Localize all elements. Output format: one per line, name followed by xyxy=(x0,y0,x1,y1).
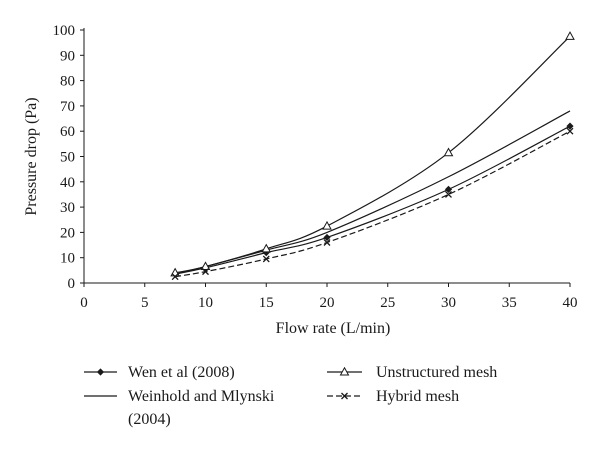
y-tick-label: 60 xyxy=(60,124,75,140)
y-tick-label: 70 xyxy=(60,99,75,115)
x-tick-label: 5 xyxy=(141,295,149,311)
data-point-hybrid-mesh xyxy=(171,273,179,281)
legend-label-unstructured-mesh: Unstructured mesh xyxy=(376,364,497,381)
y-tick-label: 80 xyxy=(60,74,75,90)
x-marker-stroke xyxy=(262,255,270,263)
x-tick-label: 40 xyxy=(563,295,578,311)
x-marker-stroke xyxy=(202,268,209,276)
x-tick-label: 15 xyxy=(259,295,274,311)
x-marker-stroke xyxy=(171,273,179,281)
series-line-unstructured-mesh xyxy=(175,35,571,274)
x-tick-label: 30 xyxy=(441,295,456,311)
y-tick-label: 50 xyxy=(60,150,75,166)
legend-label-weinhold-mlynski-2004-year: (2004) xyxy=(128,411,171,428)
x-marker-stroke xyxy=(445,190,452,198)
data-point-wen-2008 xyxy=(444,185,453,193)
series-line-hybrid-mesh xyxy=(175,130,571,278)
data-point-hybrid-mesh xyxy=(566,127,574,135)
y-tick-label: 20 xyxy=(60,225,75,241)
x-marker-stroke xyxy=(566,127,574,135)
y-tick-label: 10 xyxy=(60,251,75,267)
data-point-unstructured-mesh xyxy=(200,261,211,271)
data-point-hybrid-mesh xyxy=(202,268,209,276)
legend-label-wen-2008: Wen et al (2008) xyxy=(128,364,235,381)
data-point-unstructured-mesh xyxy=(443,147,454,157)
legend-marker-wen-2008 xyxy=(96,368,105,376)
y-tick-label: 100 xyxy=(53,23,76,39)
x-tick-label: 20 xyxy=(320,295,335,311)
y-tick-label: 0 xyxy=(68,276,76,292)
series-line-wen-2008 xyxy=(175,125,571,275)
y-axis-title: Pressure drop (Pa) xyxy=(23,97,40,215)
y-tick-label: 30 xyxy=(60,200,75,216)
data-point-hybrid-mesh xyxy=(323,239,331,246)
data-point-unstructured-mesh xyxy=(261,243,272,253)
series-line-weinhold-mlynski-2004 xyxy=(174,110,571,275)
data-point-wen-2008 xyxy=(566,122,574,130)
x-tick-label: 0 xyxy=(80,295,88,311)
x-tick-label: 10 xyxy=(198,295,213,311)
y-tick-label: 40 xyxy=(60,175,75,191)
data-point-unstructured-mesh xyxy=(565,31,575,40)
x-marker-stroke xyxy=(341,392,348,400)
legend-label-hybrid-mesh: Hybrid mesh xyxy=(376,388,459,405)
y-tick-label: 90 xyxy=(60,48,75,64)
data-point-hybrid-mesh xyxy=(262,255,270,263)
x-tick-label: 25 xyxy=(380,295,395,311)
legend-marker-hybrid-mesh xyxy=(341,392,348,400)
legend-label-weinhold-mlynski-2004: Weinhold and Mlynski xyxy=(128,388,275,405)
data-point-unstructured-mesh xyxy=(322,220,332,230)
x-tick-label: 35 xyxy=(502,295,517,311)
data-point-hybrid-mesh xyxy=(445,190,452,198)
legend-marker-unstructured-mesh xyxy=(339,366,350,376)
data-point-wen-2008 xyxy=(323,233,331,242)
x-axis-title: Flow rate (L/min) xyxy=(276,320,391,337)
x-marker-stroke xyxy=(323,239,331,246)
